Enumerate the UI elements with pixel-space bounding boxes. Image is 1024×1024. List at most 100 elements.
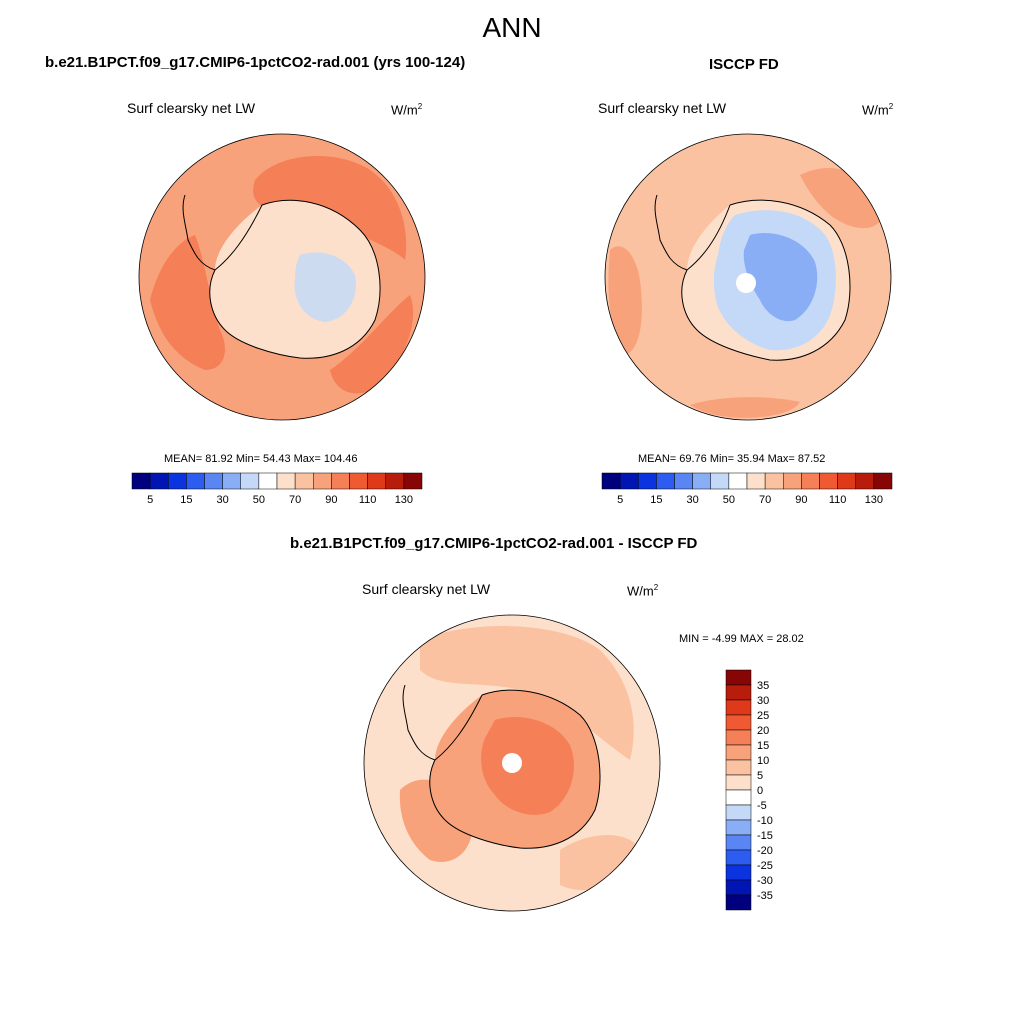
colorbar-swatch — [349, 472, 368, 490]
colorbar-swatch — [222, 472, 241, 490]
stats-diff: MIN = -4.99 MAX = 28.02 — [679, 633, 804, 645]
colorbar-swatch — [240, 472, 260, 490]
colorbar-tick-label: 50 — [723, 494, 735, 506]
colorbar-swatch — [276, 472, 296, 490]
field-low-model — [294, 252, 356, 322]
colorbar-model: 5 15 30 50 70 90 110 130 — [131, 472, 423, 506]
colorbar-tick-label: 30 — [687, 494, 699, 506]
colorbar-swatch — [725, 729, 752, 746]
colorbar-swatch — [725, 879, 752, 896]
colorbar-swatch — [294, 472, 314, 490]
field-high-obs-3 — [690, 397, 800, 418]
colorbar-swatch — [725, 894, 752, 911]
colorbar-tick-label: 30 — [217, 494, 229, 506]
colorbar-swatch — [674, 472, 693, 490]
units-label-obs: W/m2 — [862, 102, 894, 118]
colorbar-swatch — [819, 472, 838, 490]
colorbar-swatch — [725, 744, 752, 761]
colorbar-swatch — [725, 774, 752, 791]
variable-label-diff: Surf clearsky net LW — [362, 581, 491, 597]
polar-hole-obs — [736, 273, 756, 293]
polar-hole-diff — [502, 753, 522, 773]
colorbar-swatch — [764, 472, 784, 490]
colorbar-swatch — [186, 472, 205, 490]
coastline-diff — [402, 684, 601, 849]
field-high-model-2 — [150, 235, 225, 370]
colorbar-tick-label: 90 — [325, 494, 337, 506]
colorbar-diff: 35 30 25 20 15 10 5 0 -5 -10 -15 -20 -25 -30 -35 — [725, 669, 773, 911]
colorbar-swatch — [601, 472, 621, 490]
variable-label-model: Surf clearsky net LW — [127, 100, 256, 116]
field-high-model-1 — [253, 156, 407, 260]
colorbar-swatch — [385, 472, 405, 490]
variable-label-obs: Surf clearsky net LW — [598, 100, 727, 116]
panel-title-obs: ISCCP FD — [709, 56, 779, 73]
field-high-diff — [481, 717, 574, 815]
units-label-diff: W/m2 — [627, 583, 659, 599]
colorbar-tick-label: -30 — [757, 875, 773, 887]
colorbar-tick-label: 15 — [180, 494, 192, 506]
colorbar-swatch — [725, 669, 752, 686]
colorbar-swatch — [725, 789, 752, 806]
continent-field-model — [209, 200, 380, 359]
colorbar-swatch — [710, 472, 730, 490]
polar-map-diff — [363, 614, 661, 912]
colorbar-swatch — [783, 472, 802, 490]
field-high-obs-2 — [608, 246, 642, 355]
colorbar-tick-label: -5 — [757, 800, 767, 812]
colorbar-swatch — [873, 472, 893, 490]
colorbar-swatch — [204, 472, 223, 490]
coastline-model — [182, 194, 381, 359]
colorbar-swatch — [725, 804, 752, 821]
colorbar-swatch — [692, 472, 711, 490]
field-mid-diff-1 — [420, 626, 634, 760]
colorbar-tick-label: 15 — [757, 740, 769, 752]
colorbar-swatch — [725, 759, 752, 776]
colorbar-tick-label: 5 — [147, 494, 153, 506]
coastline-obs — [654, 194, 851, 361]
colorbar-tick-label: 90 — [795, 494, 807, 506]
colorbar-tick-label: -20 — [757, 845, 773, 857]
colorbar-swatch — [725, 714, 752, 731]
colorbar-tick-label: 70 — [759, 494, 771, 506]
colorbar-swatch — [656, 472, 675, 490]
colorbar-swatch — [149, 472, 169, 490]
panel-title-model: b.e21.B1PCT.f09_g17.CMIP6-1pctCO2-rad.00… — [45, 54, 466, 71]
colorbar-tick-label: 30 — [757, 695, 769, 707]
colorbar-tick-label: 10 — [757, 755, 769, 767]
figure-title: ANN — [482, 12, 542, 43]
colorbar-swatch — [638, 472, 657, 490]
stats-model: MEAN= 81.92 Min= 54.43 Max= 104.46 — [164, 453, 358, 465]
colorbar-tick-label: 35 — [757, 680, 769, 692]
colorbar-swatch — [855, 472, 875, 490]
colorbar-tick-label: 5 — [617, 494, 623, 506]
colorbar-swatch — [367, 472, 386, 490]
colorbar-obs: 5 15 30 50 70 90 110 130 — [601, 472, 893, 506]
colorbar-tick-label: -10 — [757, 815, 773, 827]
colorbar-swatch — [725, 819, 752, 836]
colorbar-swatch — [168, 472, 187, 490]
colorbar-tick-label: 130 — [395, 494, 413, 506]
colorbar-tick-label: -25 — [757, 860, 773, 872]
colorbar-tick-label: 130 — [865, 494, 883, 506]
colorbar-swatch — [801, 472, 820, 490]
panel-title-diff: b.e21.B1PCT.f09_g17.CMIP6-1pctCO2-rad.00… — [290, 535, 698, 552]
colorbar-swatch — [725, 699, 752, 716]
colorbar-tick-label: 0 — [757, 785, 763, 797]
colorbar-swatch — [725, 684, 752, 701]
colorbar-tick-label: 5 — [757, 770, 763, 782]
units-label-model: W/m2 — [391, 102, 423, 118]
colorbar-tick-label: 25 — [757, 710, 769, 722]
stats-obs: MEAN= 69.76 Min= 35.94 Max= 87.52 — [638, 453, 826, 465]
polar-map-model — [138, 133, 426, 421]
polar-map-obs — [604, 133, 892, 421]
colorbar-swatch — [725, 849, 752, 866]
colorbar-swatch — [746, 472, 766, 490]
colorbar-tick-label: 15 — [650, 494, 662, 506]
colorbar-swatch — [403, 472, 423, 490]
colorbar-tick-label: -15 — [757, 830, 773, 842]
colorbar-tick-label: 70 — [289, 494, 301, 506]
colorbar-swatch — [331, 472, 350, 490]
colorbar-tick-label: 110 — [359, 494, 377, 506]
